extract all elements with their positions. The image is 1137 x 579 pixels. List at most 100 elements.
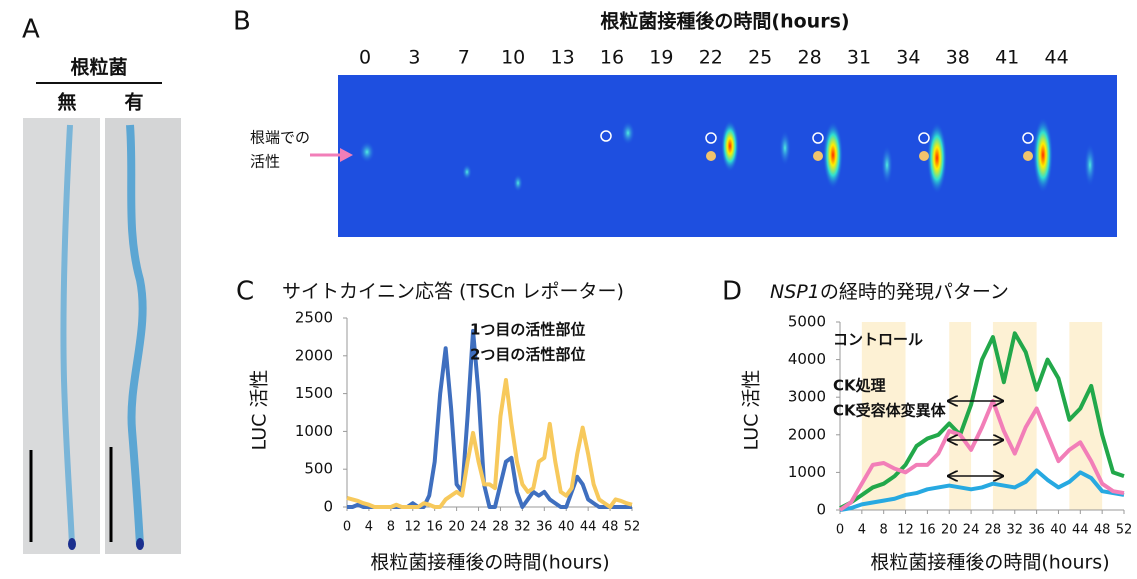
- x-tick-label: 0: [343, 520, 351, 535]
- markers: [706, 151, 1033, 161]
- time-label: 41: [995, 47, 1019, 69]
- marker: [813, 151, 823, 161]
- x-tick-label: 28: [985, 523, 1002, 538]
- x-axis-label: 根粒菌接種後の時間(hours): [870, 552, 1109, 574]
- root: [126, 124, 147, 546]
- x-tick-label: 36: [536, 520, 553, 535]
- panel-letter: B: [233, 7, 251, 37]
- x-tick-label: 44: [580, 520, 597, 535]
- markers: [600, 130, 1034, 144]
- time-label: 38: [946, 47, 970, 69]
- time-label: 31: [847, 47, 871, 69]
- x-tick-label: 32: [514, 520, 531, 535]
- y-tick-label: 2000: [295, 346, 333, 364]
- y-tick-label: 4000: [788, 350, 826, 368]
- y-axis-label: LUC 活性: [249, 370, 271, 451]
- time-label: 34: [896, 47, 920, 69]
- y-tick-label: 0: [323, 498, 333, 516]
- legend-entry: 1つ目の活性部位: [470, 321, 585, 339]
- spot: [621, 121, 635, 145]
- time-label: 28: [798, 47, 822, 69]
- x-tick-label: 0: [836, 523, 844, 538]
- series-line: [839, 468, 1125, 512]
- marker: [1023, 151, 1033, 161]
- y-tick-label: 2500: [295, 309, 333, 327]
- x-tick-label: 48: [602, 520, 619, 535]
- marker: [600, 130, 612, 142]
- y-tick-label: 2000: [788, 425, 826, 443]
- marker: [812, 132, 824, 144]
- x-tick-label: 16: [919, 523, 936, 538]
- legend-entry: 2つ目の活性部位: [470, 346, 585, 364]
- y-tick-label: 1500: [295, 384, 333, 402]
- x-tick-label: 4: [365, 520, 373, 535]
- x-tick-label: 52: [624, 520, 641, 535]
- root-tip: [136, 538, 144, 550]
- arrows: [948, 401, 1003, 476]
- y-tick-label: 0: [816, 501, 826, 519]
- root-tip: [68, 538, 76, 550]
- annotation: 活性: [250, 153, 280, 171]
- panel-letter: A: [22, 15, 40, 45]
- time-label: 10: [501, 47, 525, 69]
- label: 有: [124, 91, 143, 114]
- x-axis-label: 根粒菌接種後の時間(hours): [370, 552, 609, 574]
- x-tick-label: 52: [1116, 523, 1133, 538]
- legend-entry: CK処理: [833, 377, 886, 395]
- time-label: 0: [359, 47, 371, 69]
- x-tick-label: 48: [1094, 523, 1111, 538]
- spots: [359, 117, 1096, 194]
- series-line: [346, 377, 633, 509]
- time-label: 22: [699, 47, 723, 69]
- label: 無: [57, 91, 76, 114]
- x-tick-label: 24: [470, 520, 487, 535]
- panel-letter: D: [722, 277, 742, 307]
- title-italic: NSP1: [770, 281, 820, 303]
- y-tick-label: 1000: [788, 463, 826, 481]
- time-label: 44: [1045, 47, 1069, 69]
- spot: [513, 174, 523, 192]
- time-label: 19: [649, 47, 673, 69]
- y-tick-label: 500: [304, 460, 333, 478]
- spot: [462, 164, 472, 180]
- x-tick-label: 8: [387, 520, 395, 535]
- x-tick-label: 12: [897, 523, 914, 538]
- spot: [1033, 117, 1053, 193]
- time-label: 7: [458, 47, 470, 69]
- time-label: 25: [748, 47, 772, 69]
- root: [60, 124, 75, 546]
- y-tick-label: 5000: [788, 313, 826, 331]
- x-tick-label: 20: [448, 520, 465, 535]
- legend-entry: コントロール: [833, 331, 923, 349]
- x-tick-label: 40: [558, 520, 575, 535]
- panel-letter: C: [236, 277, 254, 307]
- y-axis-label: LUC 活性: [741, 370, 763, 451]
- x-tick-label: 16: [426, 520, 443, 535]
- spot: [779, 130, 791, 166]
- x-tick-label: 24: [963, 523, 980, 538]
- shaded-band: [861, 322, 906, 510]
- spot: [881, 145, 893, 185]
- heading: 根粒菌: [70, 56, 127, 79]
- x-tick-label: 44: [1072, 523, 1089, 538]
- title-rest: の経時的発現パターン: [820, 281, 1009, 303]
- x-tick-label: 36: [1028, 523, 1045, 538]
- y-tick-label: 3000: [788, 388, 826, 406]
- y-tick-label: 1000: [295, 422, 333, 440]
- chart-title: サイトカイニン応答 (TSCn レポーター): [282, 281, 624, 303]
- x-tick-label: 32: [1006, 523, 1023, 538]
- marker: [919, 151, 929, 161]
- x-tick-label: 40: [1050, 523, 1067, 538]
- time-label: 3: [408, 47, 420, 69]
- spot: [823, 121, 843, 189]
- time-label: 13: [551, 47, 575, 69]
- marker: [706, 151, 716, 161]
- panel-a: A 根粒菌 無 有: [22, 15, 181, 554]
- x-tick-label: 12: [404, 520, 421, 535]
- spot: [1084, 143, 1096, 187]
- spot: [721, 120, 739, 172]
- title: 根粒菌接種後の時間(hours): [600, 10, 849, 33]
- arrow-head: [340, 148, 353, 162]
- x-tick-label: 4: [858, 523, 866, 538]
